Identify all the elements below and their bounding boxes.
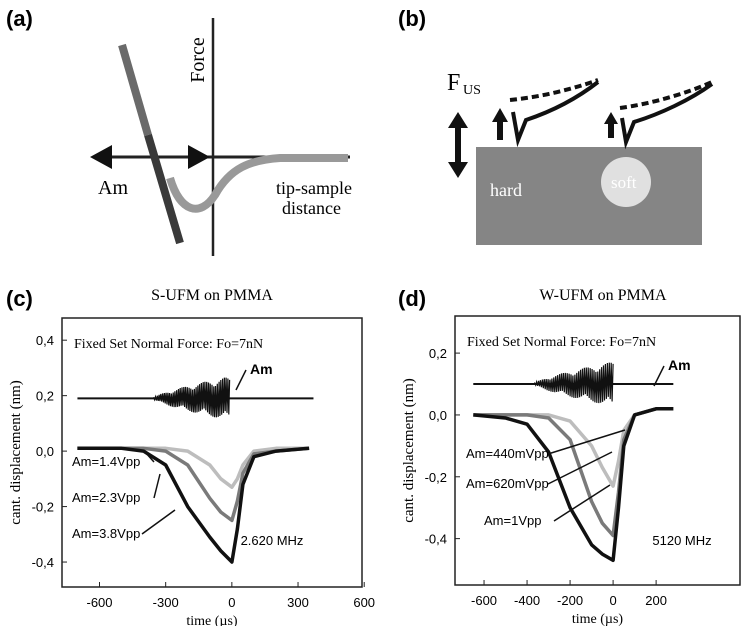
drive-pointer xyxy=(653,365,665,387)
frequency-label: 2.620 MHz xyxy=(241,533,304,548)
y-tick-label: -0,2 xyxy=(425,470,447,485)
y-tick-label: 0,2 xyxy=(429,346,447,361)
interaction-line xyxy=(118,43,152,137)
chart-title: S-UFM on PMMA xyxy=(151,287,273,304)
series-label: Am=620mVpp xyxy=(466,476,549,491)
y-tick-label: 0,2 xyxy=(36,389,54,404)
panel-label: (b) xyxy=(398,6,426,31)
x-tick-label: 300 xyxy=(287,595,309,610)
panel-b: (b) hard soft F US xyxy=(398,6,714,245)
series-pointer xyxy=(144,451,155,463)
soft-region xyxy=(601,157,651,207)
distance-label: tip-sample xyxy=(276,178,352,198)
soft-label: soft xyxy=(611,173,637,192)
x-tick-label: -200 xyxy=(557,593,583,608)
y-tick-label: 0,0 xyxy=(36,444,54,459)
y-tick-label: 0,4 xyxy=(36,333,54,348)
annotation: Fixed Set Normal Force: Fo=7nN xyxy=(74,337,263,352)
series-pointer xyxy=(547,429,626,455)
y-tick-label: -0,4 xyxy=(425,532,447,547)
charts: (c) S-UFM on PMMA -600 -300 0 300 600 0,4 0,2 0,0… xyxy=(6,286,741,626)
cantilever xyxy=(620,82,714,150)
y-axis-label: cant. displacement (nm) xyxy=(401,378,417,523)
force-label: F xyxy=(447,70,460,96)
chart-panel: (d) W-UFM on PMMA -600 -400 -200 0 200 0,2 0,0 -0… xyxy=(398,286,741,626)
series-pointer xyxy=(547,451,613,485)
distance-label: distance xyxy=(282,198,341,218)
chart-panel: (c) S-UFM on PMMA -600 -300 0 300 600 0,4 0,2 0,0… xyxy=(6,286,375,626)
drive-label: Am xyxy=(250,361,273,377)
panel-label: (d) xyxy=(398,286,426,311)
series-label: Am=1.4Vpp xyxy=(72,454,140,469)
annotation: Fixed Set Normal Force: Fo=7nN xyxy=(467,335,656,350)
panel-a: (a) Force Am tip-sample distance xyxy=(6,6,352,256)
x-axis-label: time (µs) xyxy=(186,614,238,626)
series-label: Am=2.3Vpp xyxy=(72,490,140,505)
force-subscript: US xyxy=(463,83,481,98)
drive-label: Am xyxy=(668,357,691,373)
series-pointer xyxy=(553,484,611,522)
y-tick-label: -0,2 xyxy=(32,500,54,515)
x-tick-label: -600 xyxy=(86,595,112,610)
series-line xyxy=(77,446,310,564)
drive-burst xyxy=(150,377,231,418)
force-curve xyxy=(166,154,348,213)
frequency-label: 5120 MHz xyxy=(652,533,711,548)
x-tick-label: -400 xyxy=(514,593,540,608)
force-label: Force xyxy=(187,37,209,83)
cantilever xyxy=(511,80,600,148)
x-axis-label: time (µs) xyxy=(572,612,624,626)
panel-label: (c) xyxy=(6,286,33,311)
plot-frame xyxy=(61,317,363,588)
am-label: Am xyxy=(98,177,128,199)
x-tick-label: 200 xyxy=(645,593,667,608)
series-pointer xyxy=(141,509,176,535)
y-tick-label: -0,4 xyxy=(32,555,54,570)
series-label: Am=3.8Vpp xyxy=(72,526,140,541)
series-line xyxy=(77,446,310,523)
x-tick-label: 0 xyxy=(609,593,616,608)
chart-title: W-UFM on PMMA xyxy=(539,287,667,304)
sample xyxy=(476,147,702,245)
series-label: Am=440mVpp xyxy=(466,446,549,461)
panel-label: (a) xyxy=(6,6,33,31)
x-tick-label: 600 xyxy=(353,595,375,610)
x-tick-label: -300 xyxy=(153,595,179,610)
series-pointer xyxy=(153,473,161,499)
force-arrows xyxy=(492,108,618,140)
series-label: Am=1Vpp xyxy=(484,513,541,528)
x-tick-label: -600 xyxy=(471,593,497,608)
plot-frame xyxy=(454,315,741,586)
hard-label: hard xyxy=(490,180,522,200)
cantilever-deflected xyxy=(509,78,599,102)
drive-pointer xyxy=(235,369,247,391)
x-tick-label: 0 xyxy=(228,595,235,610)
series-line xyxy=(473,407,674,563)
y-tick-label: 0,0 xyxy=(429,408,447,423)
us-arrow xyxy=(448,112,468,178)
y-axis-label: cant. displacement (nm) xyxy=(8,380,24,525)
cantilever-deflected xyxy=(619,80,713,110)
interaction-line xyxy=(144,133,184,245)
drive-burst xyxy=(527,362,614,404)
